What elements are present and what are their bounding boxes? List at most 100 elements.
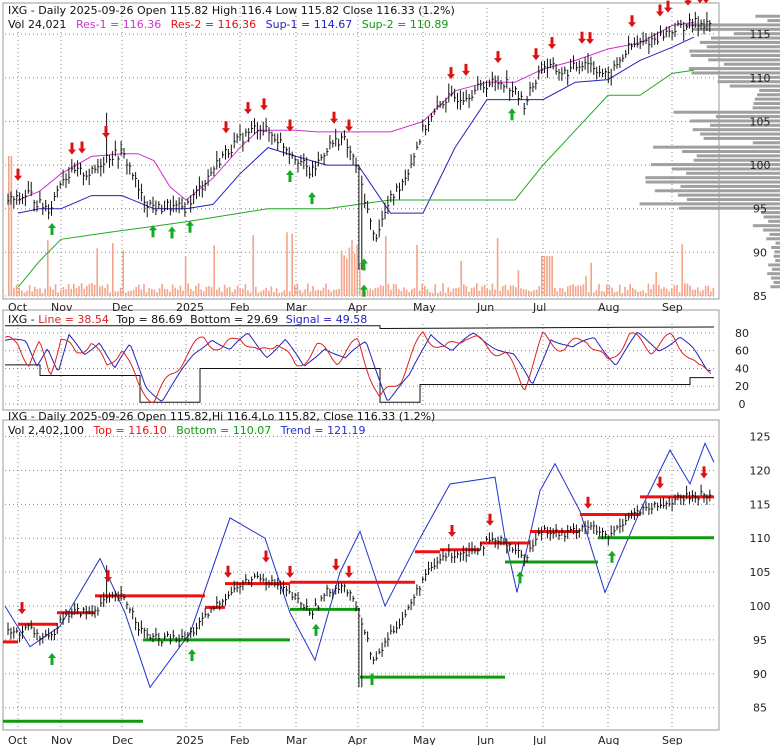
- month-label: Feb: [230, 301, 249, 314]
- volume-bar: [431, 292, 434, 296]
- volume-bar: [424, 285, 426, 296]
- down-arrow: [656, 476, 664, 489]
- profile-bar: [760, 211, 780, 215]
- profile-bar: [775, 259, 780, 263]
- volume-bar: [218, 287, 221, 296]
- month-label-bottom: May: [413, 734, 436, 745]
- down-arrow: [14, 168, 22, 181]
- volume-bar: [541, 256, 543, 296]
- volume-bar: [96, 248, 98, 296]
- volume-bar: [593, 292, 595, 296]
- volume-bar: [255, 286, 257, 296]
- volume-bar: [10, 156, 13, 296]
- down-arrow: [486, 513, 494, 526]
- volume-bar: [598, 283, 600, 296]
- volume-bar: [486, 289, 488, 296]
- down-arrow: [262, 550, 270, 563]
- volume-bar: [283, 289, 286, 296]
- volume-bar: [130, 290, 132, 296]
- volume-profile: [639, 14, 780, 289]
- volume-bar: [325, 283, 327, 296]
- profile-bar: [715, 115, 780, 119]
- volume-bar: [418, 290, 421, 296]
- volume-bar: [405, 289, 408, 296]
- volume-bar: [299, 289, 301, 296]
- volume-bar: [335, 289, 338, 296]
- volume-bar: [595, 290, 598, 296]
- volume-bar: [489, 289, 491, 296]
- volume-bar: [80, 283, 83, 296]
- volume-bar: [434, 284, 436, 296]
- up-arrow: [360, 284, 368, 297]
- down-arrow: [700, 466, 708, 479]
- volume-bar: [697, 287, 699, 296]
- volume-bar: [307, 283, 309, 296]
- volume-bar: [463, 284, 465, 296]
- volume-bar: [34, 286, 36, 296]
- bottom-vol: Vol 2,402,100: [8, 424, 84, 437]
- volume-bar: [281, 292, 283, 296]
- down-arrow: [260, 98, 268, 111]
- volume-bar: [473, 287, 475, 296]
- volume-bar: [39, 288, 41, 296]
- volume-bar: [171, 284, 174, 296]
- top-tick-label: 85: [753, 290, 767, 303]
- month-label-bottom: Feb: [230, 734, 249, 745]
- volume-bar: [291, 233, 293, 296]
- volume-bar: [481, 286, 483, 296]
- volume-bar: [47, 240, 49, 296]
- volume-bar: [574, 286, 577, 296]
- volume-bar: [353, 253, 356, 296]
- volume-bar: [403, 287, 405, 296]
- volume-bar: [288, 291, 291, 296]
- mid-tick-label: 80: [735, 327, 749, 340]
- volume-bar: [244, 284, 247, 296]
- volume-bar: [205, 286, 208, 296]
- volume-bar: [437, 292, 439, 296]
- profile-bar: [682, 150, 780, 153]
- volume-bar: [603, 291, 605, 296]
- volume-bar: [520, 288, 522, 296]
- down-arrow: [222, 121, 230, 134]
- volume-bar: [476, 283, 478, 296]
- mid-tick-label: 0: [739, 398, 746, 411]
- profile-bar: [759, 88, 780, 92]
- profile-bar: [686, 171, 780, 175]
- volume-bar: [567, 286, 569, 296]
- volume-bar: [668, 291, 670, 296]
- volume-bar: [190, 288, 192, 296]
- top-panel-frame: [2, 2, 720, 300]
- volume-bar: [538, 286, 540, 296]
- volume-bar: [395, 284, 397, 296]
- profile-bar: [754, 97, 780, 101]
- volume-bar: [702, 290, 704, 296]
- month-label-bottom: Dec: [112, 734, 133, 745]
- volume-bar: [88, 283, 91, 296]
- profile-bar: [767, 19, 780, 23]
- volume-bar: [377, 287, 379, 296]
- down-arrow: [78, 141, 86, 154]
- volume-bar: [551, 255, 553, 296]
- top-sup2: Sup-2 = 110.89: [362, 18, 449, 31]
- volume-bar: [645, 292, 647, 296]
- volume-bar: [78, 286, 80, 296]
- profile-bar: [766, 237, 780, 241]
- volume-bar: [210, 287, 213, 296]
- volume-bar: [268, 290, 270, 296]
- bottom-title: IXG - Daily 2025-09-26 Open 115.82,Hi 11…: [8, 410, 435, 423]
- bottom-panel-frame: [2, 419, 720, 731]
- profile-bar: [718, 75, 780, 79]
- volume-bar: [286, 232, 288, 296]
- volume-bar: [239, 288, 241, 296]
- volume-bar: [262, 289, 265, 296]
- volume-bar: [478, 290, 481, 296]
- volume-bar: [140, 289, 143, 296]
- volume-bar: [499, 290, 501, 296]
- profile-bar: [680, 184, 780, 188]
- profile-bar: [710, 123, 780, 127]
- profile-bar: [645, 176, 780, 180]
- volume-bar: [585, 275, 587, 296]
- volume-bar: [109, 292, 111, 296]
- trend-line: [4, 442, 715, 689]
- volume-bar: [351, 240, 353, 296]
